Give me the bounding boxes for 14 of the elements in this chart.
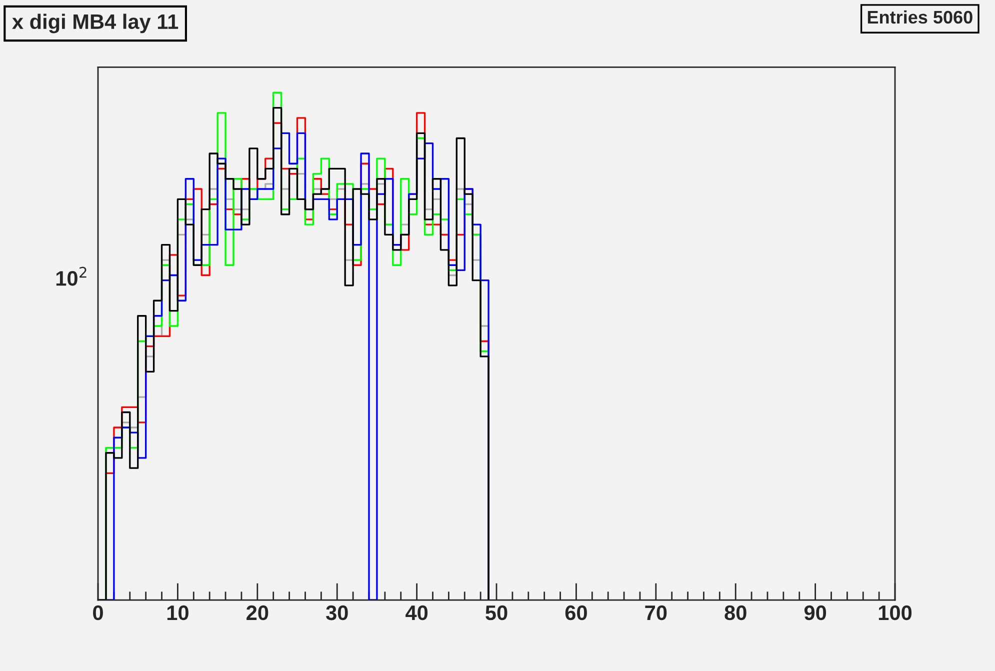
x-tick-label: 30 [326,605,348,620]
x-tick-label: 80 [724,605,746,620]
text: Entries 5060 [868,10,972,24]
x-tick-label: 40 [406,605,428,620]
x-tick-label: 50 [486,605,508,620]
x-tick-label: 20 [246,605,268,620]
x-tick-label: 100 [878,605,912,620]
x-tick-label: 0 [93,605,103,620]
x-tick-label: 60 [565,605,587,620]
x-tick-label: 90 [804,605,826,620]
x-tick-label: 70 [645,605,667,620]
chart-title: x digi MB4 lay 11 [12,14,178,34]
text: 10$^{2}$ [56,266,86,286]
x-tick-label: 10 [167,605,188,620]
